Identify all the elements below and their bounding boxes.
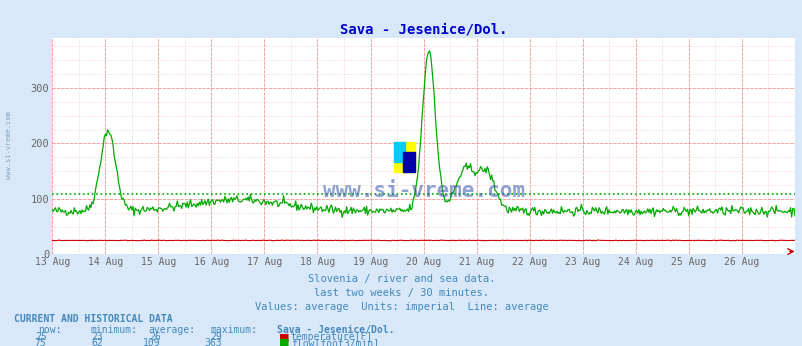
Text: 363: 363 xyxy=(205,338,222,346)
Text: last two weeks / 30 minutes.: last two weeks / 30 minutes. xyxy=(314,288,488,298)
Bar xyxy=(403,153,414,172)
Text: 26: 26 xyxy=(148,333,160,343)
Bar xyxy=(394,142,405,162)
Text: ■: ■ xyxy=(279,333,290,343)
Text: www.si-vreme.com: www.si-vreme.com xyxy=(322,181,524,201)
Text: 75: 75 xyxy=(34,338,47,346)
Text: CURRENT AND HISTORICAL DATA: CURRENT AND HISTORICAL DATA xyxy=(14,315,173,325)
Text: flow[foot3/min]: flow[foot3/min] xyxy=(290,338,379,346)
Text: maximum:: maximum: xyxy=(210,325,257,335)
Text: 62: 62 xyxy=(91,338,103,346)
Text: Sava - Jesenice/Dol.: Sava - Jesenice/Dol. xyxy=(277,325,394,335)
Text: 23: 23 xyxy=(91,333,103,343)
Text: Slovenia / river and sea data.: Slovenia / river and sea data. xyxy=(307,274,495,284)
Bar xyxy=(394,142,414,172)
Text: 29: 29 xyxy=(210,333,222,343)
Text: minimum:: minimum: xyxy=(91,325,138,335)
Text: 25: 25 xyxy=(34,333,47,343)
Text: 109: 109 xyxy=(143,338,160,346)
Text: Values: average  Units: imperial  Line: average: Values: average Units: imperial Line: av… xyxy=(254,302,548,312)
Text: temperature[F]: temperature[F] xyxy=(290,333,372,343)
Text: ■: ■ xyxy=(279,338,290,346)
Text: now:: now: xyxy=(38,325,61,335)
Text: average:: average: xyxy=(148,325,196,335)
Text: www.si-vreme.com: www.si-vreme.com xyxy=(6,111,12,179)
Title: Sava - Jesenice/Dol.: Sava - Jesenice/Dol. xyxy=(339,23,507,37)
